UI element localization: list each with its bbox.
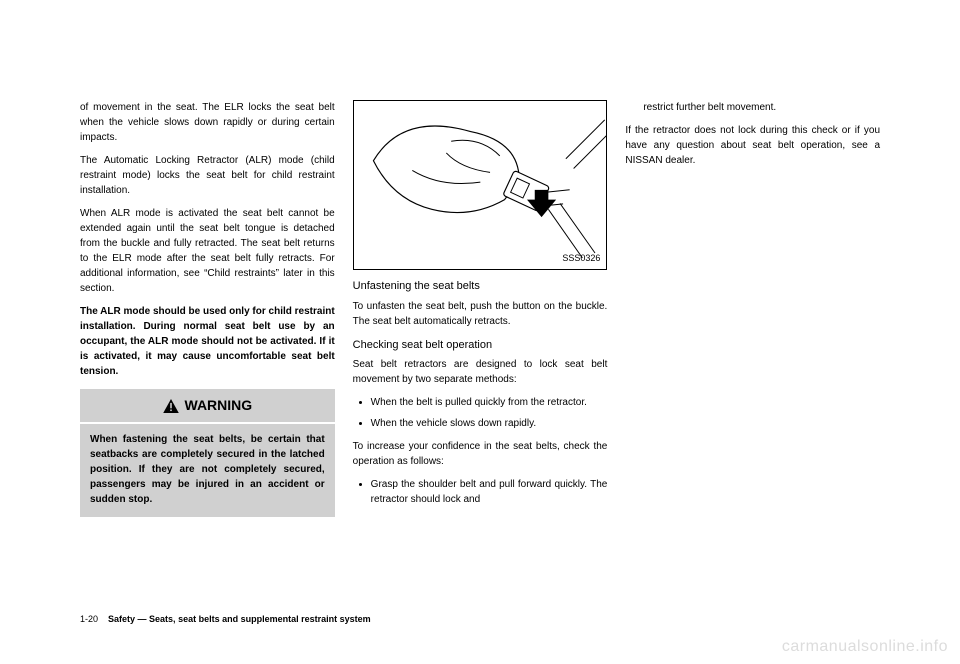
list-item: Grasp the shoulder belt and pull forward…	[371, 477, 608, 507]
list-item: When the belt is pulled quickly from the…	[371, 395, 608, 410]
section-title: Safety — Seats, seat belts and supplemen…	[108, 614, 371, 624]
page-number: 1-20	[80, 614, 98, 624]
body-paragraph: When ALR mode is activated the seat belt…	[80, 206, 335, 296]
page-footer: 1-20 Safety — Seats, seat belts and supp…	[80, 614, 371, 624]
warning-box: WARNING When fastening the seat belts, b…	[80, 389, 335, 517]
bullet-list: Grasp the shoulder belt and pull forward…	[353, 477, 608, 507]
warning-triangle-icon	[163, 399, 179, 413]
subheading: Unfastening the seat belts	[353, 278, 608, 295]
warning-body: When fastening the seat belts, be certai…	[80, 424, 335, 517]
watermark: carmanualsonline.info	[782, 638, 948, 656]
seatbelt-diagram-svg	[354, 101, 607, 269]
body-paragraph: To unfasten the seat belt, push the butt…	[353, 299, 608, 329]
body-paragraph: of movement in the seat. The ELR locks t…	[80, 100, 335, 145]
column-3: restrict further belt movement. If the r…	[625, 100, 880, 624]
body-paragraph: To increase your confidence in the seat …	[353, 439, 608, 469]
bullet-list: When the belt is pulled quickly from the…	[353, 395, 608, 431]
column-2: SSS0326 Unfastening the seat belts To un…	[353, 100, 608, 624]
warning-title: WARNING	[185, 395, 253, 416]
body-paragraph: The Automatic Locking Retractor (ALR) mo…	[80, 153, 335, 198]
body-paragraph: If the retractor does not lock during th…	[625, 123, 880, 168]
body-paragraph: Seat belt retractors are designed to loc…	[353, 357, 608, 387]
warning-header: WARNING	[80, 389, 335, 422]
seatbelt-figure: SSS0326	[353, 100, 608, 270]
body-paragraph-bold: The ALR mode should be used only for chi…	[80, 304, 335, 379]
subheading: Checking seat belt operation	[353, 337, 608, 354]
body-paragraph: restrict further belt movement.	[625, 100, 880, 115]
page-content: of movement in the seat. The ELR locks t…	[0, 0, 960, 664]
list-item: When the vehicle slows down rapidly.	[371, 416, 608, 431]
figure-label: SSS0326	[562, 252, 600, 266]
column-1: of movement in the seat. The ELR locks t…	[80, 100, 335, 624]
